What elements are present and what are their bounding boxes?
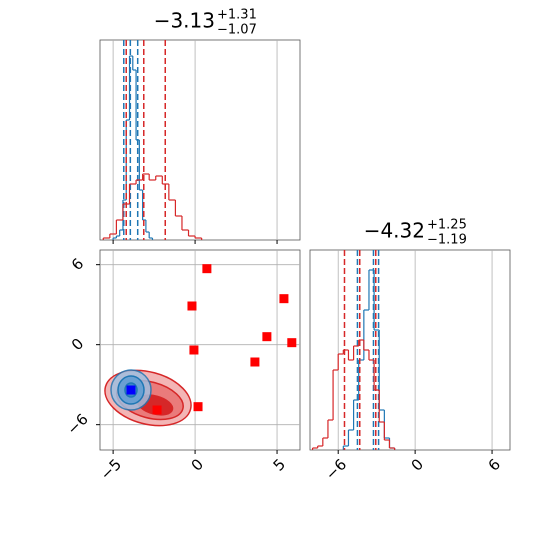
contours [104, 369, 192, 427]
point [202, 264, 212, 274]
title-sub: −1.19 [427, 233, 467, 248]
axes-frame [99, 249, 301, 451]
x-tick-label: 5 [270, 455, 289, 474]
point [279, 294, 289, 304]
axes-frame [99, 39, 301, 241]
x-tick-label: 0 [188, 455, 207, 474]
y-tick-label: 6 [68, 255, 87, 274]
panel-title: −4.32 [364, 219, 425, 243]
panel: −6 0 6 −4.32 +1.25−1.19 [309, 218, 511, 484]
title-sup: +1.25 [427, 218, 467, 233]
point [287, 338, 297, 348]
axes-frame [309, 249, 511, 451]
y-tick-label: −6 [63, 410, 91, 438]
point [262, 332, 272, 342]
point [126, 385, 136, 395]
x-tick-label: 0 [408, 455, 427, 474]
point [152, 405, 162, 415]
point [250, 357, 260, 367]
point [187, 301, 197, 311]
x-tick-label: −6 [322, 455, 350, 483]
y-tick-label: 0 [68, 335, 87, 354]
x-tick-label: −5 [97, 455, 125, 483]
panel: −5 0 5 −6 0 6 [63, 249, 301, 484]
point [193, 402, 203, 412]
point [189, 345, 199, 355]
x-tick-label: 6 [485, 455, 504, 474]
title-sub: −1.07 [217, 23, 257, 38]
panel: −3.13 +1.31−1.07 [99, 8, 301, 244]
panel-title: −3.13 [154, 9, 215, 33]
title-sup: +1.31 [217, 8, 257, 23]
